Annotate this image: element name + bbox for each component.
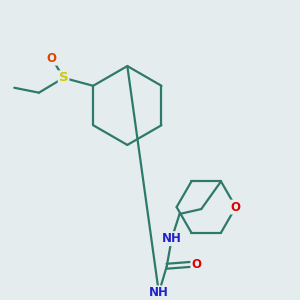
Text: O: O <box>47 52 57 65</box>
Text: NH: NH <box>162 232 182 245</box>
Text: NH: NH <box>149 286 169 299</box>
Text: O: O <box>231 201 241 214</box>
Text: O: O <box>191 258 201 271</box>
Text: S: S <box>59 71 68 84</box>
